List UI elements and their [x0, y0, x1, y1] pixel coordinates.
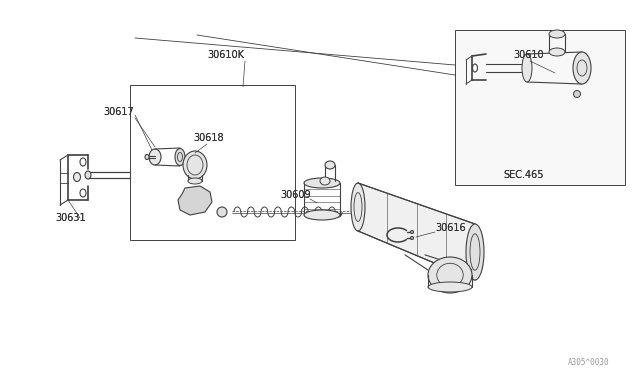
- Ellipse shape: [410, 231, 413, 234]
- Ellipse shape: [188, 178, 202, 184]
- Ellipse shape: [325, 161, 335, 169]
- Text: 30617: 30617: [103, 107, 134, 117]
- Text: 30609: 30609: [280, 190, 310, 200]
- Text: 30609: 30609: [280, 190, 310, 200]
- Ellipse shape: [175, 148, 185, 166]
- Text: 30616: 30616: [435, 223, 466, 233]
- Ellipse shape: [573, 52, 591, 84]
- Text: 30618: 30618: [193, 133, 223, 143]
- Polygon shape: [455, 30, 625, 185]
- Ellipse shape: [304, 178, 340, 188]
- Ellipse shape: [428, 257, 472, 293]
- Text: A305^0030: A305^0030: [568, 358, 610, 367]
- Ellipse shape: [466, 224, 484, 280]
- Polygon shape: [358, 183, 475, 280]
- Text: 30631: 30631: [55, 213, 86, 223]
- Polygon shape: [178, 186, 212, 215]
- Ellipse shape: [145, 154, 149, 160]
- Text: SEC.465: SEC.465: [503, 170, 543, 180]
- Ellipse shape: [522, 54, 532, 82]
- Text: 30617: 30617: [103, 107, 134, 117]
- Text: 30616: 30616: [435, 223, 466, 233]
- Text: 30631: 30631: [55, 213, 86, 223]
- Text: 30610: 30610: [513, 50, 543, 60]
- Ellipse shape: [549, 30, 565, 38]
- Ellipse shape: [183, 151, 207, 179]
- Text: 30618: 30618: [193, 133, 223, 143]
- Text: 30610: 30610: [513, 50, 543, 60]
- Ellipse shape: [573, 90, 580, 97]
- Ellipse shape: [217, 207, 227, 217]
- Ellipse shape: [304, 210, 340, 220]
- Text: 30610K: 30610K: [207, 50, 244, 60]
- Ellipse shape: [149, 149, 161, 165]
- Text: SEC.465: SEC.465: [503, 170, 543, 180]
- Ellipse shape: [428, 282, 472, 292]
- Ellipse shape: [320, 177, 330, 185]
- Ellipse shape: [74, 173, 81, 182]
- Ellipse shape: [410, 237, 413, 240]
- Ellipse shape: [351, 183, 365, 231]
- Ellipse shape: [549, 48, 565, 56]
- Text: 30610K: 30610K: [207, 50, 244, 60]
- Ellipse shape: [85, 171, 91, 179]
- Ellipse shape: [356, 205, 364, 219]
